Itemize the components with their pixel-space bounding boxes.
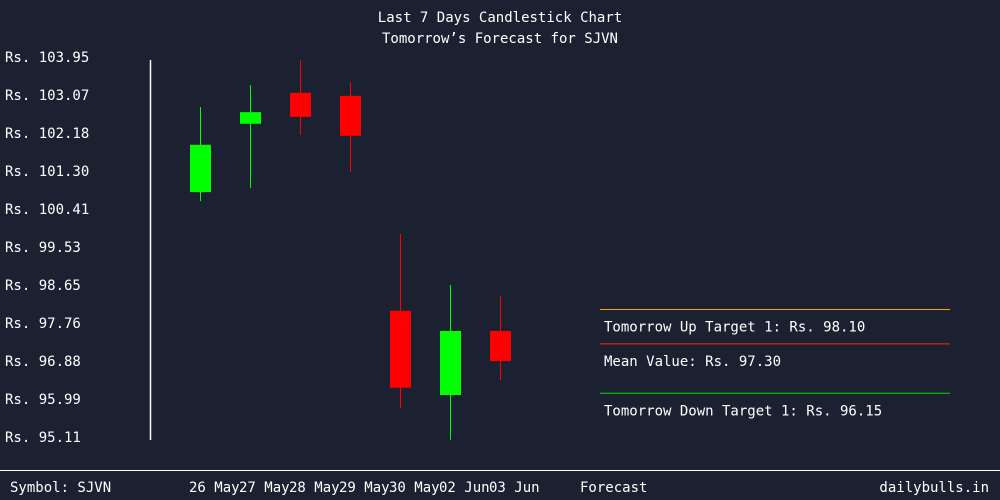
candle-body	[390, 310, 411, 388]
y-tick-label: Rs. 101.30	[5, 164, 89, 180]
y-tick-label: Rs. 98.65	[5, 278, 81, 294]
candle-body	[240, 112, 261, 124]
chart-subtitle: Tomorrow’s Forecast for SJVN	[382, 31, 618, 47]
candle-body	[440, 330, 461, 396]
y-tick-label: Rs. 99.53	[5, 240, 81, 256]
y-tick-label: Rs. 102.18	[5, 126, 89, 142]
candle-body	[340, 95, 361, 136]
y-tick-label: Rs. 103.07	[5, 88, 89, 104]
candle-body	[190, 144, 211, 193]
target-label: Tomorrow Down Target 1: Rs. 96.15	[604, 403, 882, 419]
forecast-label: Forecast	[580, 480, 647, 496]
x-tick-label: 29 May	[339, 480, 390, 496]
y-tick-label: Rs. 95.99	[5, 392, 81, 408]
x-tick-label: 27 May	[239, 480, 290, 496]
x-tick-label: 30 May	[389, 480, 440, 496]
y-tick-label: Rs. 97.76	[5, 316, 81, 332]
x-tick-label: 03 Jun	[489, 480, 540, 496]
symbol-label: Symbol: SJVN	[10, 480, 111, 496]
target-label: Mean Value: Rs. 97.30	[604, 354, 781, 370]
candle-body	[290, 92, 311, 117]
chart-title: Last 7 Days Candlestick Chart	[378, 10, 622, 26]
candle-body	[490, 330, 511, 362]
source-label: dailybulls.in	[879, 480, 989, 496]
x-tick-label: 28 May	[289, 480, 340, 496]
y-tick-label: Rs. 95.11	[5, 430, 81, 446]
y-tick-label: Rs. 100.41	[5, 202, 89, 218]
y-tick-label: Rs. 103.95	[5, 50, 89, 66]
y-tick-label: Rs. 96.88	[5, 354, 81, 370]
x-tick-label: 26 May	[189, 480, 240, 496]
target-label: Tomorrow Up Target 1: Rs. 98.10	[604, 319, 865, 335]
x-tick-label: 02 Jun	[439, 480, 490, 496]
